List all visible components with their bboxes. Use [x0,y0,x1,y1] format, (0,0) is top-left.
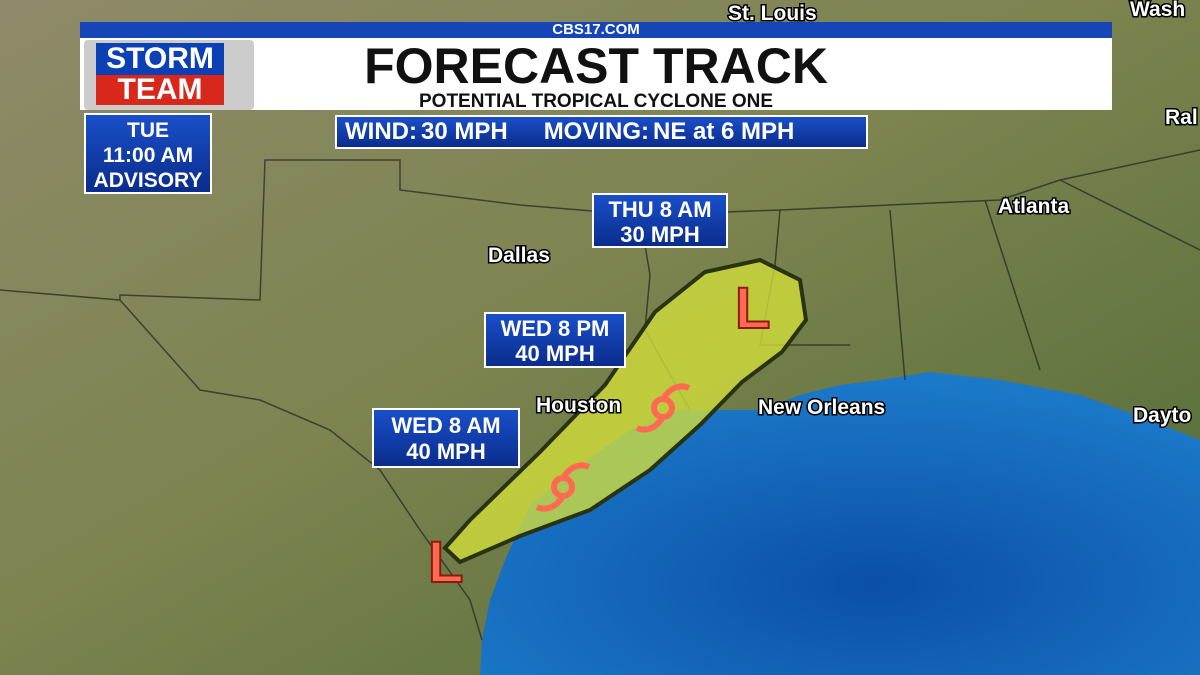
city-label: Wash [1130,0,1185,21]
forecast-time: WED 8 AM [391,413,501,438]
track-symbols: L L [427,275,771,596]
logo: STORM TEAM [84,40,254,110]
wind-value: 30 MPH [420,118,508,145]
city-label: Dayto [1133,404,1191,427]
moving-value: NE at 6 MPH [653,118,795,145]
forecast-box: WED 8 PM 40 MPH [484,312,626,368]
low-symbol: L [428,530,463,595]
forecast-wind: 40 MPH [515,341,595,366]
city-label: Ral [1165,106,1198,129]
forecast-cone [442,257,809,565]
advisory-line: 11:00 AM [102,144,194,167]
moving-label: MOVING: [543,118,650,145]
borders [0,149,1200,641]
city-label: Dallas [488,244,550,267]
forecast-box: THU 8 AM 30 MPH [592,193,728,248]
advisory-box: TUE 11:00 AM ADVISORY [84,113,212,194]
forecast-time: THU 8 AM [608,197,712,222]
subtitle: POTENTIAL TROPICAL CYCLONE ONE [419,91,773,112]
storm-symbol [635,383,691,433]
logo-line: STORM [96,43,224,75]
stats-box: WIND: 30 MPH MOVING: NE at 6 MPH [335,115,868,149]
city-label: New Orleans [758,396,885,419]
city-label: Houston [536,394,621,417]
logo-line: TEAM [96,75,224,105]
forecast-box: WED 8 AM 40 MPH [372,408,520,468]
forecast-wind: 30 MPH [620,222,700,247]
forecast-wind: 40 MPH [406,439,486,464]
site-strip: CBS17.COM [80,22,1112,38]
city-label: Atlanta [998,195,1069,218]
forecast-time: WED 8 PM [500,316,610,341]
low-symbol: L [735,276,770,341]
title: FORECAST TRACK [364,38,828,94]
storm-symbol [535,462,591,512]
advisory-line: ADVISORY [93,169,203,192]
advisory-line: TUE [127,119,169,142]
wind-label: WIND: [345,118,417,145]
